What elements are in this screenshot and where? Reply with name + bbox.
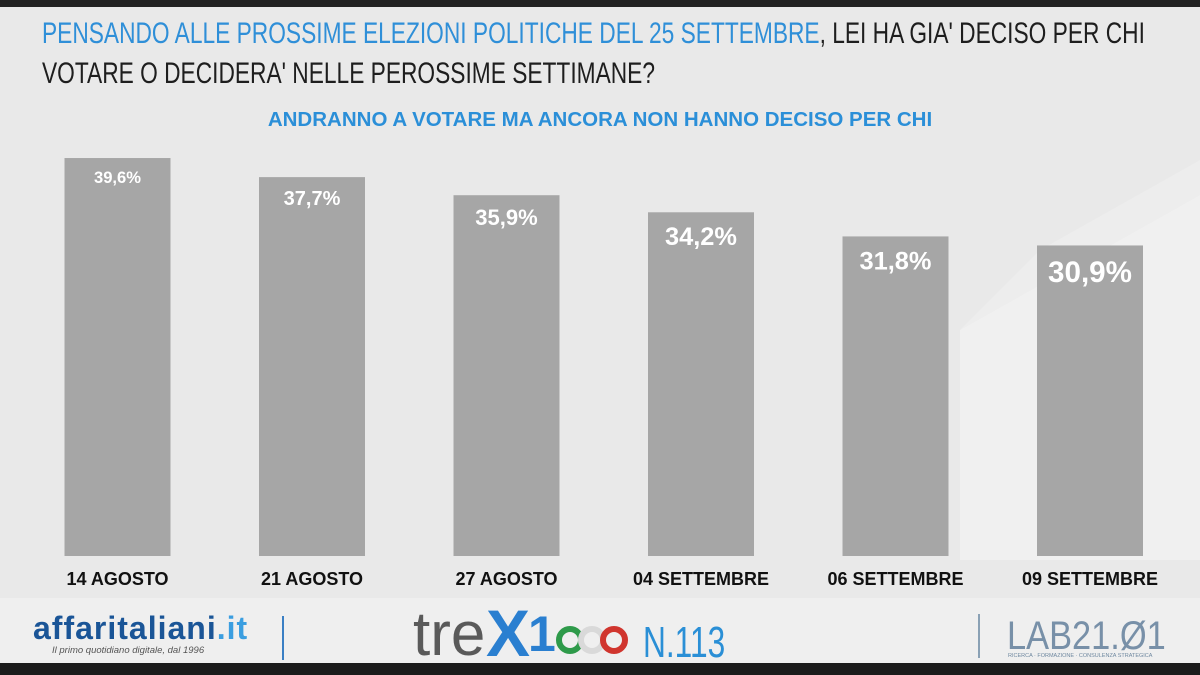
category-label-3: 27 AGOSTO	[455, 569, 557, 589]
data-label-2: 37,7%	[284, 188, 341, 210]
title-highlight: PENSANDO ALLE PROSSIME ELEZIONI POLITICH…	[42, 17, 820, 50]
category-label-4: 04 SETTEMBRE	[633, 569, 769, 589]
lab-tagline: RICERCA · FORMAZIONE · CONSULENZA STRATE…	[1008, 653, 1153, 659]
lab-logo: LAB21.Ø1	[1007, 614, 1166, 658]
data-label-3: 35,9%	[475, 205, 537, 230]
italian-flag-rings-icon	[556, 626, 628, 654]
bar-6	[1037, 245, 1143, 556]
category-label-5: 06 SETTEMBRE	[827, 569, 963, 589]
bar-1	[64, 158, 171, 556]
bar-4	[648, 212, 754, 557]
ring-red	[600, 626, 628, 654]
category-label-2: 21 AGOSTO	[261, 569, 363, 589]
chart-title: ANDRANNO A VOTARE MA ANCORA NON HANNO DE…	[267, 108, 933, 131]
top-strip	[0, 0, 1200, 7]
bar-5	[842, 236, 949, 556]
data-label-5: 31,8%	[860, 247, 932, 275]
page-title: PENSANDO ALLE PROSSIME ELEZIONI POLITICH…	[42, 14, 1145, 94]
series-logo-one: 1	[528, 606, 556, 662]
data-label-4: 34,2%	[665, 223, 737, 251]
bottom-strip	[0, 663, 1200, 675]
footer-divider-right	[978, 614, 980, 658]
publisher-logo-tld: .it	[216, 610, 249, 646]
publisher-tagline: Il primo quotidiano digitale, dal 1996	[52, 645, 205, 656]
footer-divider-left	[282, 616, 284, 660]
series-logo-x: X	[486, 596, 531, 670]
data-label-1: 39,6%	[94, 168, 141, 187]
title-line-2: VOTARE O DECIDERA' NELLE PEROSSIME SETTI…	[42, 57, 655, 90]
issue-number: N.113	[643, 618, 726, 667]
title-line-1: PENSANDO ALLE PROSSIME ELEZIONI POLITICH…	[42, 14, 1145, 54]
bar-2	[259, 177, 365, 557]
data-label-6: 30,9%	[1048, 256, 1132, 289]
background-shape-2	[960, 160, 1200, 330]
bar-3	[453, 195, 560, 556]
category-label-6: 09 SETTEMBRE	[1022, 569, 1158, 589]
series-logo-tre: tre	[413, 600, 486, 669]
category-label-1: 14 AGOSTO	[66, 569, 168, 589]
publisher-logo: affaritaliani.it	[33, 608, 248, 648]
publisher-logo-name: affaritaliani	[33, 610, 217, 646]
title-line-1-rest: , LEI HA GIA' DECISO PER CHI	[819, 17, 1145, 50]
